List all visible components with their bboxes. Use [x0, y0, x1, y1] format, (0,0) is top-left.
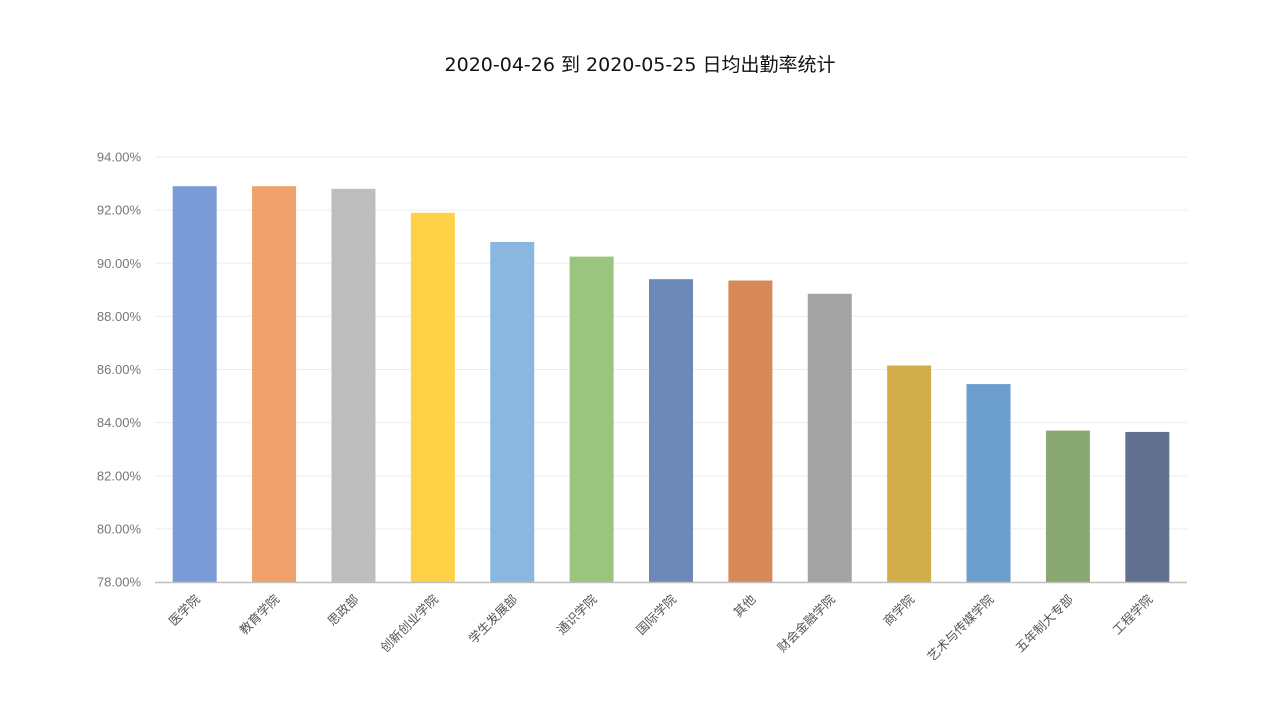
bar	[569, 256, 614, 582]
bar	[649, 279, 693, 582]
y-tick-label: 88.00%	[97, 309, 142, 324]
x-tick-label: 创新创业学院	[377, 591, 441, 655]
x-tick-label: 通识学院	[554, 591, 600, 637]
y-tick-label: 80.00%	[97, 521, 142, 536]
bar	[807, 293, 852, 582]
x-axis-labels: 医学院 教育学院 思政部 创新创业学院 学生发展部 通识学院 国际学院 其他 财会金融学院 商学院…	[166, 591, 1156, 664]
chart-title: 2020-04-26 到 2020-05-25 日均出勤率统计	[444, 54, 836, 76]
y-tick-label: 86.00%	[97, 362, 142, 377]
bar	[172, 186, 217, 582]
x-tick-label: 学生发展部	[466, 592, 521, 647]
x-tick-label: 国际学院	[633, 591, 679, 637]
bar	[728, 280, 773, 582]
x-tick-label: 财会金融学院	[774, 591, 838, 655]
bar	[1045, 430, 1090, 582]
x-tick-label: 医学院	[166, 591, 203, 628]
bar	[1125, 431, 1170, 582]
x-tick-label: 思政部	[324, 592, 361, 629]
bar	[887, 365, 932, 582]
y-tick-label: 90.00%	[97, 256, 142, 271]
bar	[966, 384, 1011, 582]
y-tick-label: 78.00%	[97, 575, 142, 590]
bar	[490, 242, 535, 582]
y-axis-ticks: 78.00% 80.00% 82.00% 84.00% 86.00% 88.00% 90.0…	[97, 150, 142, 590]
x-tick-label: 教育学院	[236, 591, 282, 637]
bar	[252, 186, 297, 582]
x-tick-label: 艺术与传媒学院	[924, 591, 997, 664]
y-tick-label: 82.00%	[97, 468, 142, 483]
y-tick-label: 92.00%	[97, 203, 142, 218]
x-tick-label: 工程学院	[1109, 591, 1155, 637]
bar	[410, 212, 455, 582]
y-tick-label: 94.00%	[97, 150, 142, 165]
bar	[331, 188, 376, 582]
x-tick-label: 五年制大专部	[1012, 592, 1076, 656]
x-tick-label: 其他	[730, 591, 759, 620]
y-tick-label: 84.00%	[97, 415, 142, 430]
bars	[172, 186, 1170, 582]
x-tick-label: 商学院	[880, 591, 917, 628]
